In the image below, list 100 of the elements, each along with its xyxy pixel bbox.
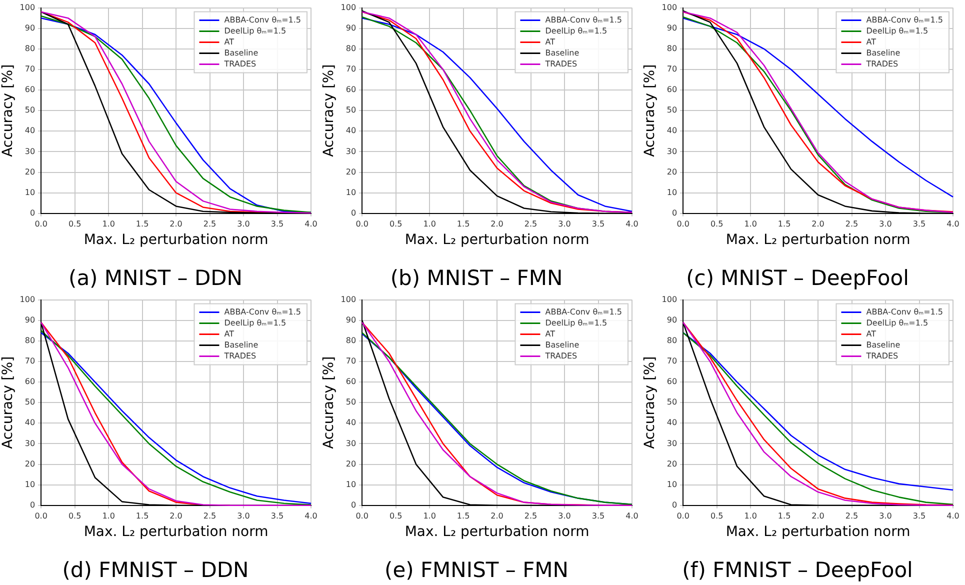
- x-tick-label: 3.0: [237, 219, 250, 228]
- x-axis-title: Max. L₂ perturbation norm: [84, 232, 268, 248]
- y-tick-label: 90: [346, 23, 356, 32]
- x-tick-label: 3.5: [592, 219, 605, 228]
- x-tick-label: 1.0: [423, 219, 436, 228]
- legend-label: AT: [545, 37, 556, 46]
- y-tick-label: 80: [666, 336, 678, 345]
- y-tick-label: 30: [666, 146, 678, 156]
- legend-label: TRADES: [223, 351, 256, 360]
- x-tick-label: 0.5: [389, 219, 402, 228]
- x-tick-label: 2.0: [170, 219, 182, 228]
- x-tick-label: 2.5: [524, 219, 538, 228]
- y-tick-label: 20: [24, 167, 36, 176]
- y-tick-label: 30: [346, 146, 356, 156]
- y-tick-label: 20: [24, 459, 36, 468]
- y-tick-label: 80: [666, 44, 678, 53]
- y-tick-label: 100: [340, 294, 356, 304]
- x-axis-title: Max. L₂ perturbation norm: [726, 232, 910, 248]
- y-tick-label: 10: [666, 480, 678, 489]
- x-tick-label: 0.0: [34, 219, 48, 228]
- y-tick-label: 50: [666, 398, 678, 407]
- x-tick-label: 2.0: [490, 511, 504, 520]
- y-tick-label: 10: [346, 188, 356, 197]
- legend-label: Baseline: [224, 340, 258, 350]
- x-tick-label: 0.0: [356, 219, 368, 228]
- x-tick-label: 3.5: [912, 219, 926, 228]
- y-tick-label: 70: [666, 356, 678, 366]
- legend-label: TRADES: [865, 351, 898, 360]
- y-tick-label: 50: [24, 106, 36, 115]
- x-tick-label: 2.5: [203, 511, 216, 520]
- x-tick-label: 1.0: [744, 511, 757, 520]
- y-tick-label: 0: [350, 208, 356, 218]
- y-tick-label: 100: [340, 2, 356, 12]
- y-tick-label: 0: [672, 500, 678, 510]
- x-tick-label: 3.5: [592, 511, 605, 520]
- text: (e) FMNIST – FMN: [384, 558, 568, 582]
- y-axis-title: Accuracy [%]: [0, 356, 16, 449]
- text: (a) MNIST – DDN: [68, 266, 243, 290]
- x-tick-label: 3.5: [270, 511, 284, 520]
- x-tick-label: 1.5: [136, 511, 149, 520]
- x-tick-label: 0.5: [68, 219, 82, 228]
- y-tick-label: 40: [24, 126, 36, 136]
- legend-label: DeelLip θₘ=1.5: [866, 26, 928, 36]
- legend-label: Baseline: [545, 48, 580, 58]
- y-tick-label: 60: [24, 85, 36, 94]
- legend-label: Baseline: [545, 340, 580, 350]
- y-tick-label: 30: [24, 146, 36, 156]
- legend-label: DeelLip θₘ=1.5: [545, 318, 608, 328]
- x-tick-label: 4.0: [946, 219, 960, 228]
- x-axis-title: Max. L₂ perturbation norm: [726, 524, 910, 540]
- legend-label: DeelLip θₘ=1.5: [224, 318, 286, 328]
- y-tick-label: 90: [666, 315, 678, 324]
- y-tick-label: 50: [666, 106, 678, 115]
- x-tick-label: 0.0: [356, 511, 368, 520]
- y-tick-label: 10: [666, 188, 678, 197]
- y-tick-label: 50: [24, 398, 36, 407]
- x-tick-label: 0.5: [710, 511, 724, 520]
- y-tick-label: 100: [662, 2, 678, 12]
- y-tick-label: 90: [24, 23, 36, 32]
- text: (c) MNIST – DeepFool: [686, 266, 909, 290]
- legend-label: TRADES: [223, 59, 256, 68]
- text: (f) FMNIST – DeepFool: [682, 558, 913, 582]
- x-tick-label: 2.0: [490, 219, 504, 228]
- legend-label: ABBA-Conv θₘ=1.5: [545, 15, 622, 24]
- x-tick-label: 1.5: [778, 511, 791, 520]
- x-tick-label: 1.0: [102, 219, 115, 228]
- legend-label: AT: [866, 37, 876, 46]
- x-axis-title: Max. L₂ perturbation norm: [404, 524, 590, 540]
- x-tick-label: 2.0: [812, 219, 824, 228]
- y-axis-title: Accuracy [%]: [321, 356, 338, 449]
- y-tick-label: 40: [24, 418, 36, 428]
- text: (b) MNIST – FMN: [390, 266, 563, 290]
- y-tick-label: 0: [672, 208, 678, 218]
- y-tick-label: 50: [346, 106, 356, 115]
- y-tick-label: 60: [346, 85, 356, 94]
- x-tick-label: 2.0: [170, 511, 182, 520]
- y-tick-label: 60: [666, 85, 678, 94]
- text: (d) FMNIST – DDN: [62, 558, 249, 582]
- x-tick-label: 3.5: [270, 219, 284, 228]
- y-tick-label: 30: [24, 438, 36, 448]
- x-tick-label: 2.0: [812, 511, 824, 520]
- legend-label: ABBA-Conv θₘ=1.5: [866, 307, 943, 316]
- y-tick-label: 20: [666, 459, 678, 468]
- x-tick-label: 1.5: [136, 219, 149, 228]
- legend-label: TRADES: [544, 59, 578, 68]
- y-tick-label: 70: [346, 356, 356, 366]
- legend-label: AT: [224, 329, 234, 338]
- legend-label: Baseline: [224, 48, 258, 58]
- y-tick-label: 10: [24, 188, 36, 197]
- x-tick-label: 3.0: [237, 511, 250, 520]
- x-tick-label: 4.0: [304, 219, 318, 228]
- x-tick-label: 0.5: [710, 219, 724, 228]
- y-tick-label: 10: [24, 480, 36, 489]
- y-tick-label: 100: [20, 294, 36, 304]
- y-axis-title: Accuracy [%]: [0, 64, 16, 157]
- y-tick-label: 60: [24, 377, 36, 386]
- y-axis-title: Accuracy [%]: [321, 64, 338, 157]
- x-tick-label: 4.0: [304, 511, 318, 520]
- legend-label: AT: [224, 37, 234, 46]
- x-tick-label: 3.5: [912, 511, 926, 520]
